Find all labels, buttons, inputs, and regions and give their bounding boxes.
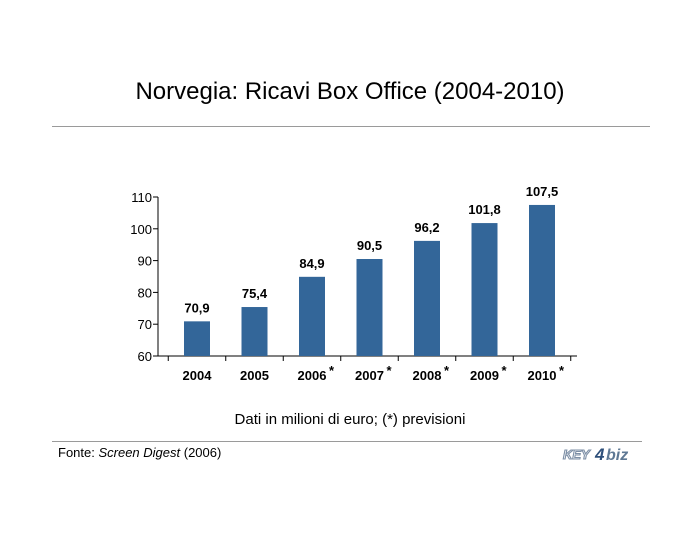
logo-biz-text: biz: [606, 447, 628, 464]
x-tick-label: 2010: [528, 368, 557, 383]
x-tick-label: 2008: [413, 368, 442, 383]
forecast-asterisk: *: [329, 363, 335, 378]
bar-value-label: 96,2: [414, 220, 439, 235]
chart-note: Dati in milioni di euro; (*) previsioni: [234, 411, 466, 428]
source-name: Screen Digest: [98, 445, 181, 460]
x-tick-label: 2007: [355, 368, 384, 383]
bar: [241, 307, 268, 356]
y-tick-label: 70: [138, 317, 152, 332]
bar: [529, 204, 555, 356]
forecast-asterisk: *: [559, 363, 565, 378]
source-prefix: Fonte:: [58, 445, 99, 460]
logo-four: 4: [594, 445, 605, 464]
x-tick-label: 2004: [183, 368, 213, 383]
bar: [184, 321, 210, 356]
y-tick-label: 60: [138, 349, 152, 364]
y-tick-label: 90: [138, 254, 152, 269]
source-line: Fonte: Screen Digest (2006): [58, 445, 221, 460]
x-tick-label: 2006: [298, 368, 327, 383]
bar-value-label: 107,5: [526, 184, 559, 199]
top-divider: [52, 126, 650, 127]
forecast-asterisk: *: [387, 363, 393, 378]
forecast-asterisk: *: [502, 363, 508, 378]
source-suffix: (2006): [180, 445, 222, 460]
bar-value-label: 101,8: [468, 202, 501, 217]
y-tick-label: 80: [138, 285, 152, 300]
x-tick-label: 2009: [470, 368, 499, 383]
y-tick-label: 110: [131, 190, 152, 205]
bar-value-label: 70,9: [184, 300, 209, 315]
bar-value-label: 84,9: [299, 256, 324, 271]
chart-title: Norvegia: Ricavi Box Office (2004-2010): [135, 78, 565, 105]
bar: [356, 259, 383, 356]
forecast-asterisk: *: [444, 363, 450, 378]
logo-key-text: KEY: [563, 447, 591, 462]
bar: [414, 240, 440, 356]
bar: [299, 276, 325, 356]
y-tick-label: 100: [130, 222, 152, 237]
bar-value-label: 75,4: [242, 286, 268, 301]
bottom-divider: [52, 441, 642, 442]
key4biz-logo: KEY 4 biz: [562, 445, 628, 464]
x-tick-label: 2005: [240, 368, 269, 383]
bar: [471, 223, 498, 356]
bar-value-label: 90,5: [357, 238, 382, 253]
